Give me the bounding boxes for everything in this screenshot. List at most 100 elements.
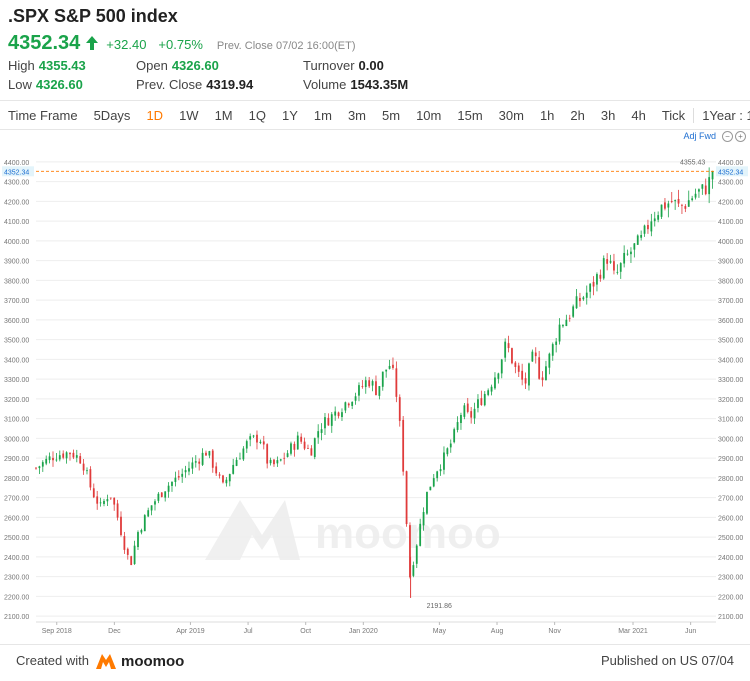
candle xyxy=(55,452,58,462)
x-tick-label: Jun xyxy=(685,628,696,635)
candle xyxy=(470,407,473,424)
price-chart[interactable]: moomoo 4400.00 4400.00 4300.00 4300.00 4200.0… xyxy=(0,140,750,640)
candle xyxy=(160,492,163,498)
candle xyxy=(65,451,68,464)
candle xyxy=(585,285,588,305)
tab-time-frame[interactable]: Time Frame xyxy=(8,107,78,123)
candle xyxy=(177,470,180,481)
tab-2h[interactable]: 2h xyxy=(570,107,585,123)
candle xyxy=(517,362,520,377)
tab-tick[interactable]: Tick xyxy=(661,107,686,123)
candle xyxy=(432,474,435,488)
candle xyxy=(504,338,507,362)
candle xyxy=(82,459,85,475)
candle xyxy=(381,371,384,391)
candle xyxy=(395,361,398,403)
tab-1h[interactable]: 1h xyxy=(539,107,555,123)
candle xyxy=(684,204,687,213)
x-tick-label: Mar 2021 xyxy=(618,628,648,635)
candle xyxy=(45,455,48,466)
candle xyxy=(582,295,585,301)
candle xyxy=(480,390,483,406)
x-tick-label: Jan 2020 xyxy=(349,628,378,635)
x-tick-label: May xyxy=(433,628,447,635)
candle xyxy=(283,452,286,465)
candle xyxy=(96,490,99,510)
tab-1m[interactable]: 1m xyxy=(313,107,332,123)
zoom-in-icon[interactable]: + xyxy=(735,131,746,142)
stat-prevclose: Prev. Close 4319.94 xyxy=(136,77,254,92)
tab-1d[interactable]: 1D xyxy=(146,107,164,123)
y-tick-label: 4400.00 xyxy=(4,160,29,167)
y-tick-label: 3800.00 xyxy=(4,278,29,285)
candle xyxy=(167,482,170,498)
y-tick-label: 4300.00 xyxy=(718,180,743,187)
candle xyxy=(711,170,714,189)
adjust-forward-toggle[interactable]: Adj Fwd xyxy=(683,131,716,141)
tab-30m[interactable]: 30m xyxy=(498,107,524,123)
tab-3m[interactable]: 3m xyxy=(347,107,366,123)
y-tick-label: 3900.00 xyxy=(4,259,29,266)
candle xyxy=(235,457,238,467)
tab-4h[interactable]: 4h xyxy=(631,107,646,123)
candle xyxy=(599,269,602,282)
last-price: 4352.34 xyxy=(8,32,81,54)
candle xyxy=(347,402,350,408)
stat-high: High 4355.43 xyxy=(8,58,86,73)
candle xyxy=(140,528,143,535)
candle xyxy=(133,540,136,565)
y-tick-label: 2200.00 xyxy=(4,594,29,601)
candle xyxy=(188,461,190,476)
tab-5days[interactable]: 5Days xyxy=(93,107,131,123)
candle xyxy=(405,470,408,527)
tab-1y[interactable]: 1Y xyxy=(281,107,298,123)
tab-15m[interactable]: 15m xyxy=(457,107,483,123)
tab-1m[interactable]: 1M xyxy=(214,107,233,123)
tab-1year-1d[interactable]: 1Year : 1D xyxy=(693,107,750,123)
candle xyxy=(252,434,255,439)
candle xyxy=(154,499,156,511)
candle xyxy=(354,392,357,405)
candle xyxy=(531,349,534,362)
x-tick-label: Sep 2018 xyxy=(42,628,72,635)
tab-1q[interactable]: 1Q xyxy=(248,107,266,123)
candle xyxy=(630,247,632,263)
candle xyxy=(72,449,75,460)
y-tick-label: 3400.00 xyxy=(718,357,743,364)
candle xyxy=(483,391,486,407)
y-tick-label: 4000.00 xyxy=(4,239,29,246)
candle xyxy=(555,337,558,353)
candle xyxy=(174,471,177,487)
tab-3h[interactable]: 3h xyxy=(600,107,616,123)
candle xyxy=(426,491,428,515)
tab-1w[interactable]: 1W xyxy=(179,107,199,123)
candle xyxy=(687,190,690,207)
candle xyxy=(249,433,252,447)
candle xyxy=(256,430,258,450)
candle xyxy=(279,458,282,462)
y-tick-label: 3500.00 xyxy=(4,338,29,345)
y-tick-label: 3100.00 xyxy=(718,417,743,424)
candle xyxy=(130,555,133,566)
tab-5m[interactable]: 5m xyxy=(382,107,401,123)
y-tick-label: 2400.00 xyxy=(718,555,743,562)
candle xyxy=(205,450,207,456)
y-tick-label: 2500.00 xyxy=(4,535,29,542)
candle xyxy=(643,224,646,237)
candle xyxy=(62,450,65,460)
candle xyxy=(623,245,626,268)
candle xyxy=(708,167,711,204)
candle xyxy=(528,362,530,391)
stats-panel: High 4355.43 Low 4326.60 Open 4326.60 Prev.… xyxy=(8,58,438,94)
tab-10m[interactable]: 10m xyxy=(416,107,442,123)
candle xyxy=(103,498,105,507)
candle xyxy=(137,530,139,550)
x-tick-label: Apr 2019 xyxy=(176,628,205,635)
zoom-out-icon[interactable]: − xyxy=(722,131,733,142)
candle xyxy=(681,203,683,214)
candle xyxy=(245,439,248,453)
y-tick-label: 3600.00 xyxy=(4,318,29,325)
candle xyxy=(164,491,167,502)
stat-low: Low 4326.60 xyxy=(8,77,83,92)
candle xyxy=(211,448,214,473)
